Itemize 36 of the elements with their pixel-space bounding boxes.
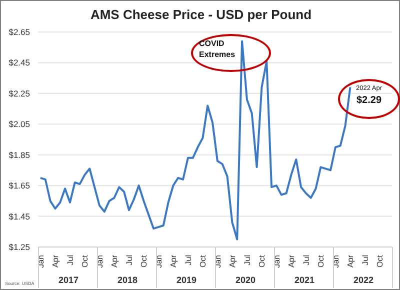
x-tick-label: Apr: [169, 254, 178, 268]
y-tick-label: $1.45: [8, 211, 30, 222]
y-tick-label: $1.65: [8, 180, 30, 191]
annotation: $2.29: [355, 95, 383, 106]
y-tick-label: $2.45: [8, 58, 30, 68]
x-tick-label: Jul: [66, 254, 75, 266]
y-tick-label: $2.25: [8, 88, 30, 98]
text: 2018: [116, 275, 139, 285]
y-tick-label: $1.25: [8, 242, 30, 252]
x-tick-label: Apr: [287, 254, 296, 268]
text: 2019: [175, 275, 198, 285]
x-tick-label: Jul: [124, 254, 134, 266]
chart-title: AMS Cheese Price - USD per Pound: [89, 7, 313, 22]
x-tick-label: Apr: [346, 254, 356, 268]
x-tick-label: Oct: [140, 254, 149, 268]
line-series: [39, 40, 352, 240]
text: 2020: [234, 275, 257, 285]
x-tick-label: Jul: [242, 254, 252, 266]
x-tick-label: Apr: [110, 254, 120, 268]
x-tick-label: Apr: [228, 254, 238, 268]
x-tick-label: Oct: [80, 254, 90, 268]
y-tick-label: $2.65: [8, 27, 30, 38]
text: 2017: [57, 275, 80, 285]
x-tick-label: Jul: [184, 254, 193, 266]
x-tick-label: Apr: [51, 254, 60, 268]
text: 2021: [293, 275, 316, 285]
annotation: COVID Extremes: [199, 38, 236, 60]
x-tick-label: Oct: [316, 254, 326, 268]
y-tick-label: $2.05: [8, 119, 30, 130]
x-tick-label: Oct: [198, 254, 208, 268]
y-tick-label: $1.85: [8, 150, 30, 160]
x-tick-label: Oct: [376, 254, 385, 268]
x-tick-label: Jul: [302, 254, 311, 266]
x-tick-label: Jul: [360, 254, 370, 266]
text: 2022: [352, 275, 375, 285]
x-tick-label: Oct: [258, 254, 267, 268]
